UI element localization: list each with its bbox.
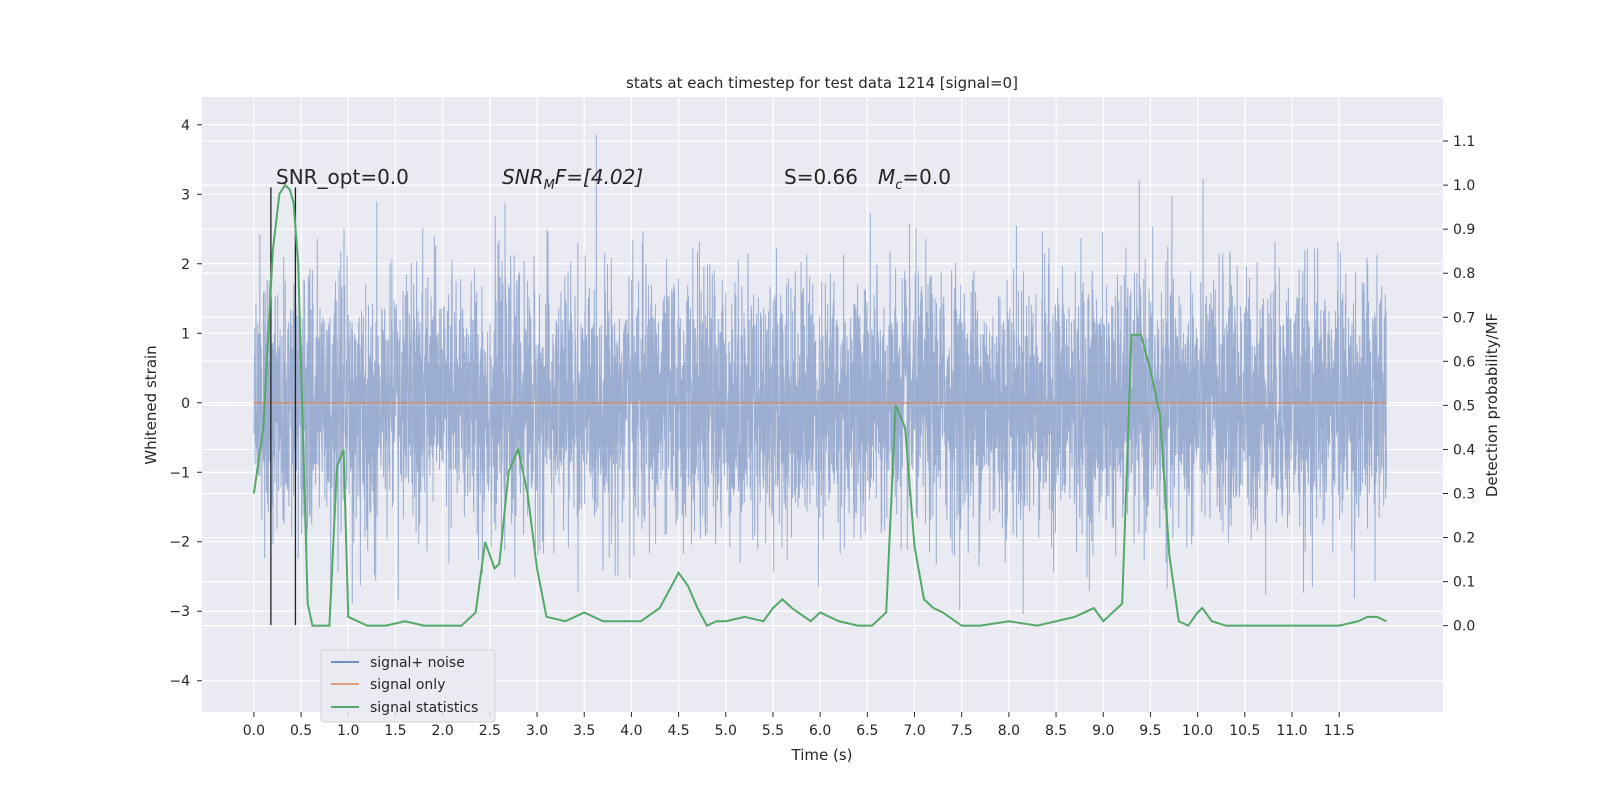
x-tick-label: 0.5: [290, 723, 312, 739]
x-tick-label: 8.0: [998, 723, 1020, 739]
right-y-tick-label: 0.9: [1453, 222, 1475, 238]
x-tick-label: 4.5: [667, 723, 689, 739]
snr-mf-value: F=[4.02]: [555, 165, 643, 189]
snr-mf-annotation: SNRMF=[4.02]: [502, 165, 643, 193]
right-y-tick-label: 0.3: [1453, 486, 1475, 502]
x-axis-label: Time (s): [791, 746, 853, 764]
x-tick-label: 3.0: [526, 723, 548, 739]
left-y-tick-label: −2: [169, 535, 190, 551]
x-tick-label: 7.5: [951, 723, 973, 739]
left-y-tick-label: −3: [169, 604, 190, 620]
series-signal-statistics: [252, 183, 1387, 627]
chart-title: stats at each timestep for test data 121…: [626, 74, 1018, 92]
signal-plus-noise-line: [253, 134, 1387, 615]
legend-label-signal-noise: signal+ noise: [370, 655, 465, 671]
x-tick-label: 1.5: [384, 723, 406, 739]
x-tick-label: 4.0: [620, 723, 642, 739]
left-y-axis-ticks: 4 3 2 1 0 −1 −2 −3 −4: [169, 118, 202, 690]
right-y-axis-label: Detection probability/MF: [1483, 313, 1501, 497]
snr-mf-symbol: SNR: [502, 165, 544, 189]
snr-opt-annotation: SNR_opt=0.0: [276, 165, 409, 189]
left-y-tick-label: 4: [181, 118, 190, 134]
left-y-tick-label: 0: [181, 396, 190, 412]
vertical-markers: [270, 187, 297, 626]
x-tick-label: 10.0: [1182, 723, 1213, 739]
x-tick-label: 8.5: [1045, 723, 1067, 739]
mc-annotation: Mc=0.0: [878, 165, 951, 193]
legend-box: [320, 649, 496, 723]
x-tick-label: 7.0: [903, 723, 925, 739]
legend-label-signal-statistics: signal statistics: [370, 700, 478, 716]
x-axis-ticks: 0.0 0.5 1.0 1.5 2.0 2.5 3.0 3.5 4.0 4.5 5.0 5.5 6.0 6…: [243, 712, 1355, 739]
right-y-tick-label: 0.4: [1453, 442, 1475, 458]
left-y-tick-label: 3: [181, 187, 190, 203]
right-y-tick-label: 0.2: [1453, 531, 1475, 547]
legend-label-signal-only: signal only: [370, 677, 445, 693]
left-y-tick-label: −1: [169, 465, 190, 481]
x-tick-label: 5.0: [715, 723, 737, 739]
x-tick-label: 9.0: [1092, 723, 1114, 739]
right-y-tick-label: 0.7: [1453, 310, 1475, 326]
x-tick-label: 9.5: [1139, 723, 1161, 739]
x-tick-label: 0.0: [243, 723, 265, 739]
right-y-tick-label: 0.6: [1453, 354, 1475, 370]
right-y-tick-label: 1.1: [1453, 134, 1475, 150]
right-y-tick-label: 0.5: [1453, 398, 1475, 414]
x-tick-label: 6.0: [809, 723, 831, 739]
s-stat-annotation: S=0.66: [784, 165, 858, 189]
x-tick-label: 10.5: [1229, 723, 1260, 739]
right-y-tick-label: 1.0: [1453, 178, 1475, 194]
mc-value: =0.0: [902, 165, 951, 189]
series-signal-plus-noise: [253, 134, 1387, 615]
right-y-axis-ticks: 1.1 1.0 0.9 0.8 0.7 0.6 0.5 0.4 0.3 0.2 0.1 0.0: [1443, 134, 1475, 635]
right-y-tick-label: 0.0: [1453, 619, 1475, 635]
legend: signal+ noise signal only signal statist…: [320, 649, 496, 723]
x-tick-label: 1.0: [337, 723, 359, 739]
signal-statistics-line: [252, 183, 1387, 627]
x-tick-label: 3.5: [573, 723, 595, 739]
x-tick-label: 11.0: [1276, 723, 1307, 739]
mc-subscript: c: [895, 178, 902, 193]
mc-symbol: M: [878, 165, 895, 189]
x-tick-label: 2.5: [479, 723, 501, 739]
x-tick-label: 5.5: [762, 723, 784, 739]
x-tick-label: 11.5: [1324, 723, 1355, 739]
left-y-axis-label: Whitened strain: [142, 345, 160, 464]
x-tick-label: 6.5: [856, 723, 878, 739]
snr-mf-subscript: M: [544, 178, 555, 193]
left-y-tick-label: 2: [181, 257, 190, 273]
left-y-tick-label: 1: [181, 326, 190, 342]
right-y-tick-label: 0.1: [1453, 575, 1475, 591]
left-y-tick-label: −4: [169, 674, 190, 690]
x-tick-label: 2.0: [432, 723, 454, 739]
right-y-tick-label: 0.8: [1453, 266, 1475, 282]
